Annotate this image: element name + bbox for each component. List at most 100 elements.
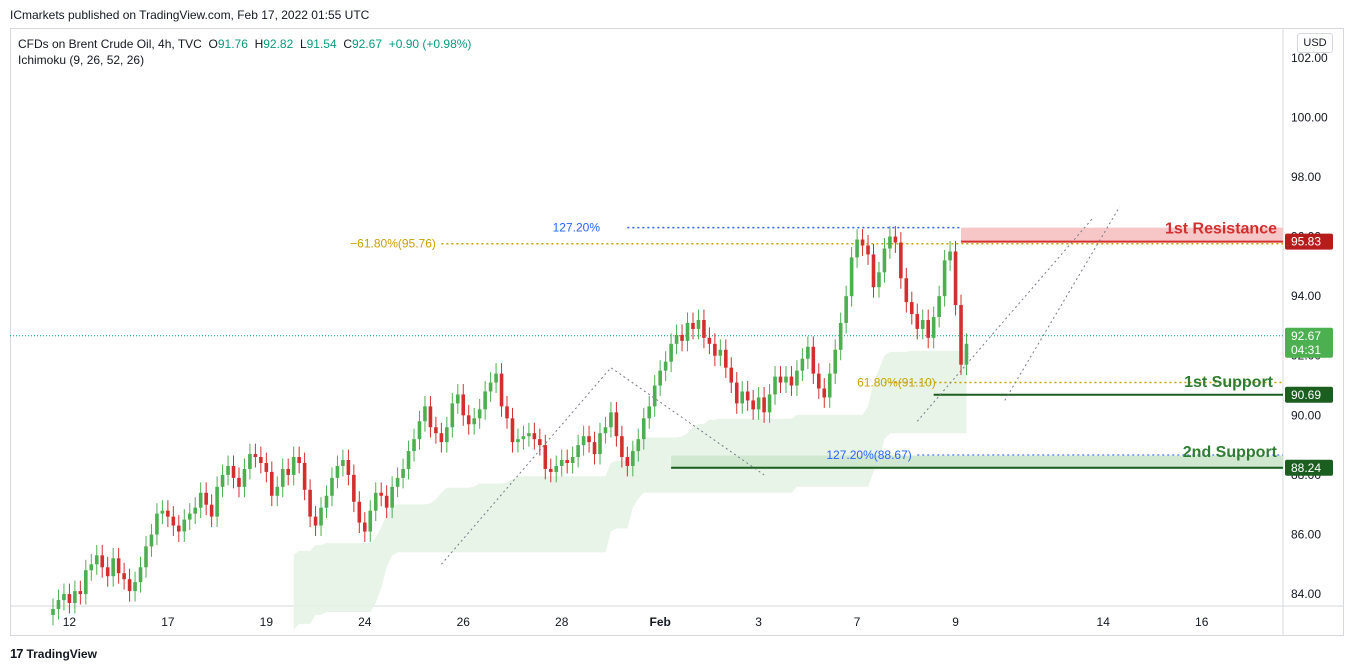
- candle-body: [559, 460, 564, 466]
- candle-body: [313, 516, 318, 526]
- candle-body: [226, 465, 230, 475]
- support1-price-badge-bg: [1285, 386, 1333, 403]
- candle-body: [652, 385, 657, 407]
- candle-body: [248, 454, 252, 469]
- fib-tool-right-a: [916, 218, 1093, 422]
- candle-body: [368, 510, 373, 532]
- candle-body: [877, 272, 881, 288]
- price-tick-label: 86.00: [1291, 527, 1321, 541]
- price-tick-label: 94.00: [1291, 289, 1321, 303]
- candle-body: [915, 314, 920, 329]
- change-value: +0.90 (+0.98%): [388, 37, 472, 51]
- candle-body: [959, 305, 963, 365]
- candle-body: [609, 412, 613, 428]
- candle-body: [488, 382, 493, 392]
- support2-price-badge-bg: [1285, 459, 1333, 476]
- candle-body: [319, 507, 323, 526]
- candle-body: [116, 558, 121, 574]
- candle-body: [73, 591, 77, 604]
- candle-body: [789, 376, 794, 386]
- candle-body: [198, 492, 203, 508]
- time-tick-label: 14: [1097, 615, 1111, 629]
- candle-body: [177, 525, 181, 532]
- chart-frame: [10, 28, 1344, 636]
- tradingview-logo-icon: 17: [10, 646, 24, 661]
- candle-body: [308, 489, 312, 517]
- candle-body: [51, 608, 55, 615]
- candle-body: [811, 346, 816, 374]
- resistance-price-badge-bg: [1285, 233, 1333, 250]
- high-value: 92.82: [263, 37, 294, 51]
- candle-body: [187, 513, 192, 520]
- low-label: L: [299, 37, 307, 51]
- candle-body: [122, 573, 126, 580]
- fib-neg618-label: −61.80%(95.76): [350, 237, 436, 251]
- candle-body: [231, 465, 236, 478]
- candle-body: [237, 477, 241, 487]
- candle-body: [773, 376, 777, 395]
- candle-body: [822, 388, 827, 398]
- candle-body: [696, 319, 701, 329]
- time-tick-label: 3: [755, 615, 762, 629]
- support1-label: 1st Support: [1184, 374, 1274, 391]
- candle-body: [581, 436, 586, 446]
- candle-body: [264, 462, 269, 472]
- currency-button[interactable]: USD: [1297, 33, 1333, 53]
- candle-body: [964, 343, 969, 365]
- candle-body: [379, 492, 383, 496]
- footer-brand[interactable]: 17 TradingView: [10, 646, 97, 661]
- high-label: H: [254, 37, 264, 51]
- time-tick-label: 28: [555, 615, 569, 629]
- candle-body: [406, 451, 411, 469]
- candle-body: [423, 406, 427, 422]
- candle-body: [548, 468, 553, 472]
- fib-618-label: 61.80%(91.10): [857, 376, 936, 390]
- candle-body: [554, 465, 559, 472]
- candle-body: [138, 567, 143, 583]
- candle-body: [324, 495, 329, 508]
- candle-body: [417, 421, 422, 440]
- candle-body: [242, 468, 247, 487]
- resistance1-label: 1st Resistance: [1165, 221, 1277, 238]
- candle-body: [373, 492, 378, 511]
- time-tick-label: 9: [952, 615, 959, 629]
- candle-body: [204, 492, 208, 505]
- candle-body: [275, 486, 280, 496]
- candle-body: [784, 376, 788, 383]
- candle-body: [909, 302, 914, 315]
- candle-body: [570, 457, 575, 463]
- candle-body: [538, 439, 542, 446]
- candle-body: [516, 439, 520, 443]
- candle-body: [302, 462, 307, 490]
- candle-body: [620, 436, 624, 458]
- candle-body: [669, 343, 673, 362]
- candle-body: [631, 451, 635, 466]
- candle-body: [953, 251, 958, 306]
- price-tick-label: 98.00: [1291, 170, 1321, 184]
- candle-body: [341, 460, 345, 466]
- candle-body: [866, 245, 870, 255]
- support2-zone: [671, 455, 1283, 469]
- candle-body: [860, 239, 865, 246]
- candle-body: [111, 558, 115, 577]
- candle-body: [827, 373, 832, 398]
- support2-price-badge: 88.24: [1291, 461, 1321, 475]
- price-tick-label: 100.00: [1291, 110, 1328, 124]
- candle-body: [472, 418, 476, 425]
- candle-body: [450, 403, 455, 428]
- candle-body: [390, 486, 394, 508]
- candle-body: [636, 439, 641, 452]
- candle-body: [171, 516, 176, 526]
- candle-body: [510, 418, 515, 443]
- candle-body: [259, 457, 263, 463]
- candle-body: [291, 457, 296, 475]
- price-chart[interactable]: 127.20% −61.80%(95.76) 61.80%(91.10) 127.20…: [10, 28, 1344, 636]
- candle-body: [461, 394, 466, 416]
- indicator-name[interactable]: Ichimoku (9, 26, 52, 26): [18, 53, 145, 67]
- candle-body: [412, 439, 416, 452]
- candle-body: [133, 582, 137, 592]
- candle-body: [105, 567, 110, 577]
- candle-body: [439, 433, 444, 443]
- candle-body: [209, 504, 214, 517]
- publisher-note: ICmarkets published on TradingView.com, …: [10, 8, 370, 22]
